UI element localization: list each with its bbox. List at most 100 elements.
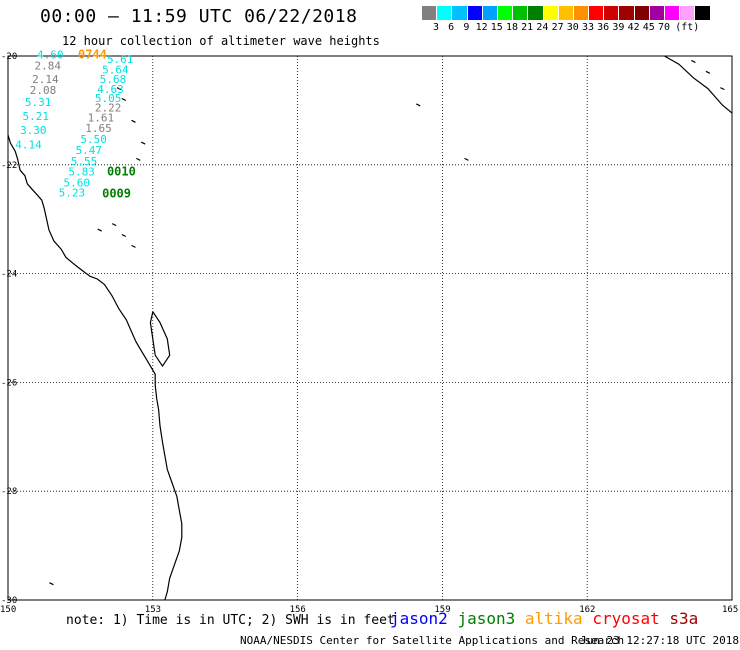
legend-swatch bbox=[422, 6, 438, 20]
legend-label: 45 bbox=[642, 22, 655, 33]
legend-label: 18 bbox=[505, 22, 519, 33]
pass-time-label: 0010 bbox=[107, 165, 136, 179]
legend-swatch bbox=[649, 6, 665, 20]
reef-islet bbox=[691, 59, 696, 63]
legend-swatch bbox=[467, 6, 483, 20]
legend-swatch bbox=[452, 6, 468, 20]
reef-islet bbox=[97, 228, 102, 232]
lon-label: 165 bbox=[722, 605, 738, 615]
legend-swatch bbox=[528, 6, 544, 20]
wave-height-label: 2.14 bbox=[32, 73, 59, 86]
legend-swatch bbox=[543, 6, 559, 20]
satellite-legend: jason2 jason3 altika cryosat s3a bbox=[390, 609, 698, 628]
reef-islet bbox=[49, 582, 54, 586]
lat-label: -26 bbox=[1, 378, 17, 388]
satellite-name: jason3 bbox=[457, 609, 525, 628]
legend-swatch bbox=[513, 6, 529, 20]
wave-height-label: 4.63 bbox=[97, 83, 124, 96]
wave-height-label: 1.61 bbox=[88, 111, 115, 124]
satellite-name: altika bbox=[524, 609, 593, 628]
lon-label: 150 bbox=[0, 605, 16, 615]
wave-height-label: 2.22 bbox=[95, 101, 122, 114]
legend-swatch bbox=[604, 6, 620, 20]
lat-label: -28 bbox=[1, 487, 17, 497]
legend-swatch bbox=[634, 6, 650, 20]
wave-height-label: 3.30 bbox=[20, 124, 47, 137]
legend-swatch bbox=[665, 6, 681, 20]
wave-height-label: 2.84 bbox=[35, 60, 62, 73]
pass-time-label: 0744 bbox=[78, 48, 107, 62]
reef-islet bbox=[121, 97, 127, 102]
satellite-name: jason2 bbox=[390, 609, 458, 628]
legend-label: 30 bbox=[566, 22, 579, 33]
color-scale-legend bbox=[422, 6, 711, 20]
color-scale-labels: 3 6 9 12 15 18 21 24 27 30 33 36 39 42 45 70 (ft) bbox=[422, 22, 740, 36]
wave-height-label: 5.50 bbox=[80, 133, 107, 146]
chart-title: 00:00 – 11:59 UTC 06/22/2018 bbox=[40, 6, 358, 27]
legend-label: 9 bbox=[463, 22, 470, 33]
legend-swatch bbox=[497, 6, 514, 20]
lat-label: -20 bbox=[1, 52, 17, 62]
credit-text: NOAA/NESDIS Center for Satellite Applica… bbox=[240, 634, 625, 647]
reef-islet bbox=[121, 233, 127, 238]
reef-islet bbox=[116, 87, 122, 91]
wave-height-label: 5.21 bbox=[22, 110, 49, 123]
legend-label: 3 bbox=[432, 22, 440, 33]
legend-swatch bbox=[589, 6, 605, 20]
legend-label: 27 bbox=[551, 22, 564, 33]
lon-label: 156 bbox=[290, 605, 306, 615]
legend-label: 15 bbox=[490, 22, 503, 33]
legend-label: 70 bbox=[657, 22, 671, 33]
legend-swatch bbox=[695, 6, 711, 20]
chart-subtitle: 12 hour collection of altimeter wave hei… bbox=[62, 34, 380, 48]
legend-label: (ft) bbox=[675, 22, 700, 33]
reef-islet bbox=[131, 244, 136, 248]
footer-note: note: 1) Time is in UTC; 2) SWH is in fe… bbox=[66, 613, 395, 628]
island-outline bbox=[149, 311, 171, 368]
legend-swatch bbox=[482, 6, 498, 20]
pass-time-label: 0009 bbox=[102, 186, 131, 200]
legend-label: 33 bbox=[581, 22, 595, 33]
lat-label: -30 bbox=[1, 596, 17, 606]
wave-height-label: 5.23 bbox=[59, 186, 86, 199]
wave-height-label: 5.05 bbox=[95, 92, 122, 105]
reef-islet bbox=[111, 223, 117, 227]
legend-label: 21 bbox=[521, 22, 534, 33]
lon-label: 162 bbox=[579, 605, 595, 615]
map-frame bbox=[7, 55, 733, 601]
reef-islet bbox=[705, 70, 711, 74]
legend-swatch bbox=[437, 6, 453, 20]
wave-height-label: 5.83 bbox=[68, 166, 95, 179]
wave-height-label: 5.64 bbox=[102, 63, 129, 76]
lat-label: -24 bbox=[1, 270, 17, 280]
wave-height-label: 5.31 bbox=[25, 96, 52, 109]
legend-label: 42 bbox=[627, 22, 640, 33]
satellite-name: cryosat bbox=[592, 609, 670, 628]
coastline bbox=[7, 134, 183, 601]
wave-height-label: 5.60 bbox=[64, 177, 91, 190]
reef-islet bbox=[464, 157, 469, 161]
legend-swatch bbox=[558, 6, 574, 20]
reef-islet bbox=[415, 103, 421, 107]
legend-label: 36 bbox=[597, 22, 610, 33]
reef-islet bbox=[131, 119, 136, 123]
reef-islet bbox=[136, 157, 141, 161]
wave-height-label: 5.55 bbox=[71, 155, 98, 168]
legend-label: 12 bbox=[475, 22, 488, 33]
reef-islet bbox=[140, 141, 146, 145]
wave-height-label: 5.68 bbox=[100, 73, 127, 86]
satellite-name: s3a bbox=[669, 609, 699, 628]
legend-swatch bbox=[680, 6, 696, 20]
generated-timestamp: Jun 23 12:27:18 UTC 2018 bbox=[580, 634, 739, 647]
legend-label: 6 bbox=[448, 22, 455, 33]
wave-height-label: 5.47 bbox=[76, 144, 103, 157]
wave-height-label: 2.08 bbox=[30, 84, 57, 97]
wave-height-label: 4.14 bbox=[15, 138, 42, 151]
legend-swatch bbox=[573, 6, 590, 20]
lat-label: -22 bbox=[1, 161, 17, 171]
wave-height-label: 1.65 bbox=[85, 122, 112, 135]
legend-label: 24 bbox=[536, 22, 549, 33]
legend-swatch bbox=[619, 6, 635, 20]
legend-label: 39 bbox=[612, 22, 625, 33]
